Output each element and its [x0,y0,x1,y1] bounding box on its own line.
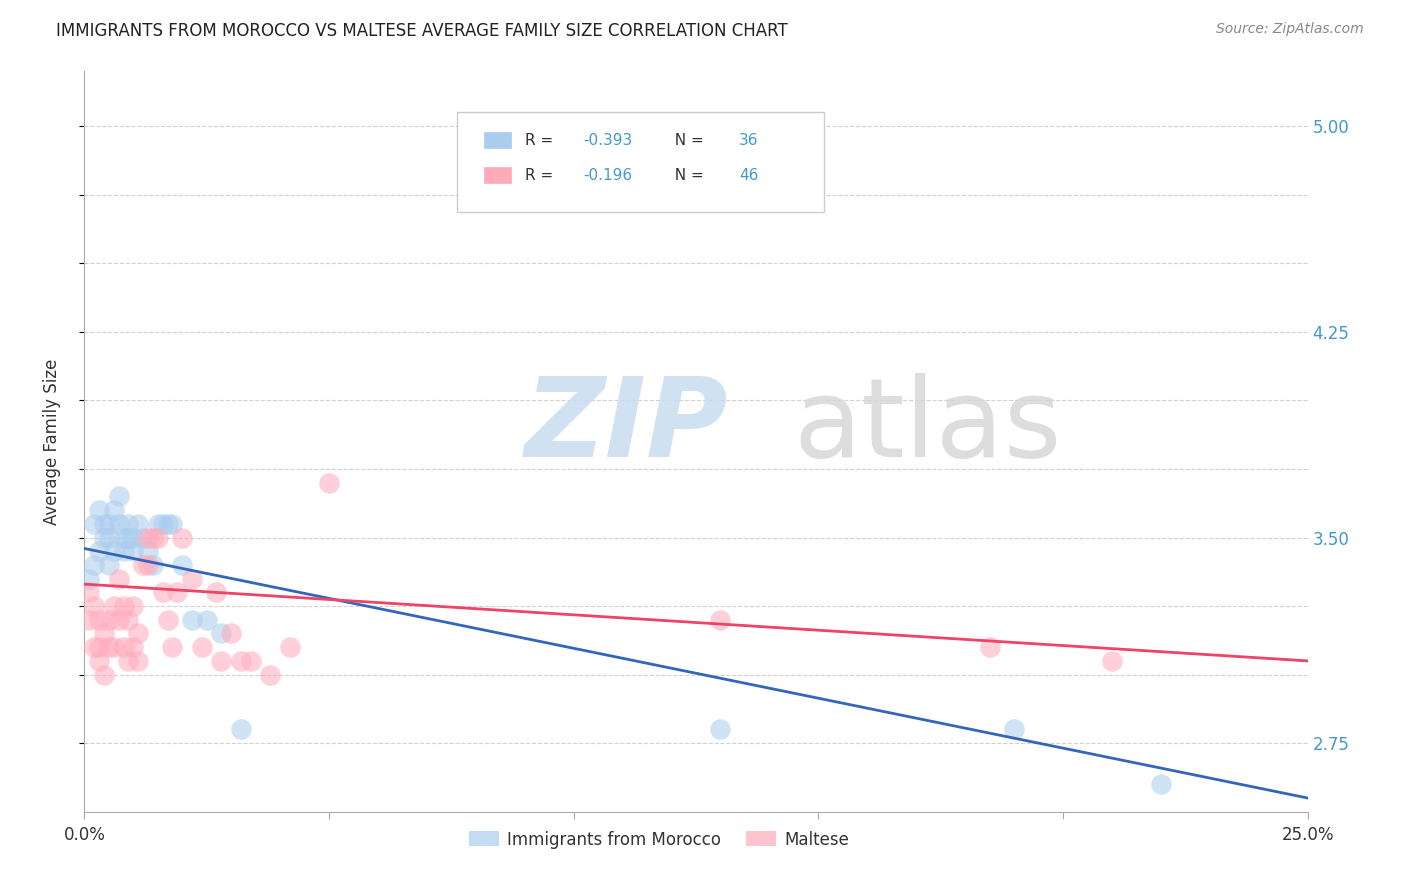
Point [93,667,115,681]
Point [172,531,194,545]
Text: 36: 36 [738,133,758,148]
Point [122,599,145,613]
Point [127,516,149,531]
Point [1150,777,1173,791]
Point [127,626,149,640]
Point [122,531,145,545]
Point [166,585,188,599]
Point [122,544,145,558]
Point [205,585,228,599]
Point [709,613,731,627]
Point [181,572,204,586]
Point [83,558,105,572]
Point [127,654,149,668]
Text: R =: R = [524,168,558,183]
Point [132,531,155,545]
Point [162,640,184,655]
Point [87,640,110,655]
Point [97,613,120,627]
Text: -0.196: -0.196 [583,168,633,183]
Point [152,585,174,599]
Point [83,599,105,613]
Point [209,626,232,640]
Point [112,531,135,545]
Point [112,544,135,558]
Point [97,531,120,545]
Point [103,544,125,558]
Point [136,531,159,545]
Point [103,640,125,655]
Point [1101,654,1123,668]
Point [136,544,159,558]
Point [117,516,139,531]
Point [87,503,110,517]
FancyBboxPatch shape [457,112,824,212]
Point [122,640,145,655]
Point [103,599,125,613]
Point [93,626,115,640]
Text: N =: N = [665,133,709,148]
Point [979,640,1001,655]
Point [136,558,159,572]
Point [146,516,169,531]
Point [83,640,105,655]
Point [112,640,135,655]
Point [97,558,120,572]
Text: IMMIGRANTS FROM MOROCCO VS MALTESE AVERAGE FAMILY SIZE CORRELATION CHART: IMMIGRANTS FROM MOROCCO VS MALTESE AVERA… [56,22,787,40]
FancyBboxPatch shape [484,167,512,183]
Text: -0.393: -0.393 [583,133,633,148]
Point [117,654,139,668]
Point [162,516,184,531]
Point [209,654,232,668]
Point [259,667,281,681]
Point [87,544,110,558]
Point [152,516,174,531]
Point [181,613,204,627]
Point [97,516,120,531]
Point [229,723,252,737]
Point [229,654,252,668]
Point [195,613,218,627]
Point [107,489,129,503]
Point [191,640,214,655]
Point [278,640,301,655]
Text: 46: 46 [738,168,758,183]
Point [117,613,139,627]
Point [87,654,110,668]
Point [83,516,105,531]
Text: Source: ZipAtlas.com: Source: ZipAtlas.com [1216,22,1364,37]
Point [142,558,165,572]
Text: N =: N = [665,168,709,183]
Text: ZIP: ZIP [524,373,728,480]
Point [87,613,110,627]
Point [142,531,165,545]
Point [146,531,169,545]
Point [103,503,125,517]
Point [172,558,194,572]
Point [107,613,129,627]
Point [1002,723,1025,737]
FancyBboxPatch shape [484,132,512,148]
Point [156,613,179,627]
Point [97,640,120,655]
Point [112,599,135,613]
Point [107,516,129,531]
Point [93,516,115,531]
Point [107,572,129,586]
Point [219,626,242,640]
Point [117,531,139,545]
Point [239,654,262,668]
Point [709,723,731,737]
Legend: Immigrants from Morocco, Maltese: Immigrants from Morocco, Maltese [463,824,856,855]
Point [318,475,340,490]
Text: atlas: atlas [794,373,1063,480]
Text: R =: R = [524,133,558,148]
Point [77,572,100,586]
Point [132,558,155,572]
Point [77,585,100,599]
Y-axis label: Average Family Size: Average Family Size [42,359,60,524]
Point [77,613,100,627]
Point [156,516,179,531]
Point [93,531,115,545]
